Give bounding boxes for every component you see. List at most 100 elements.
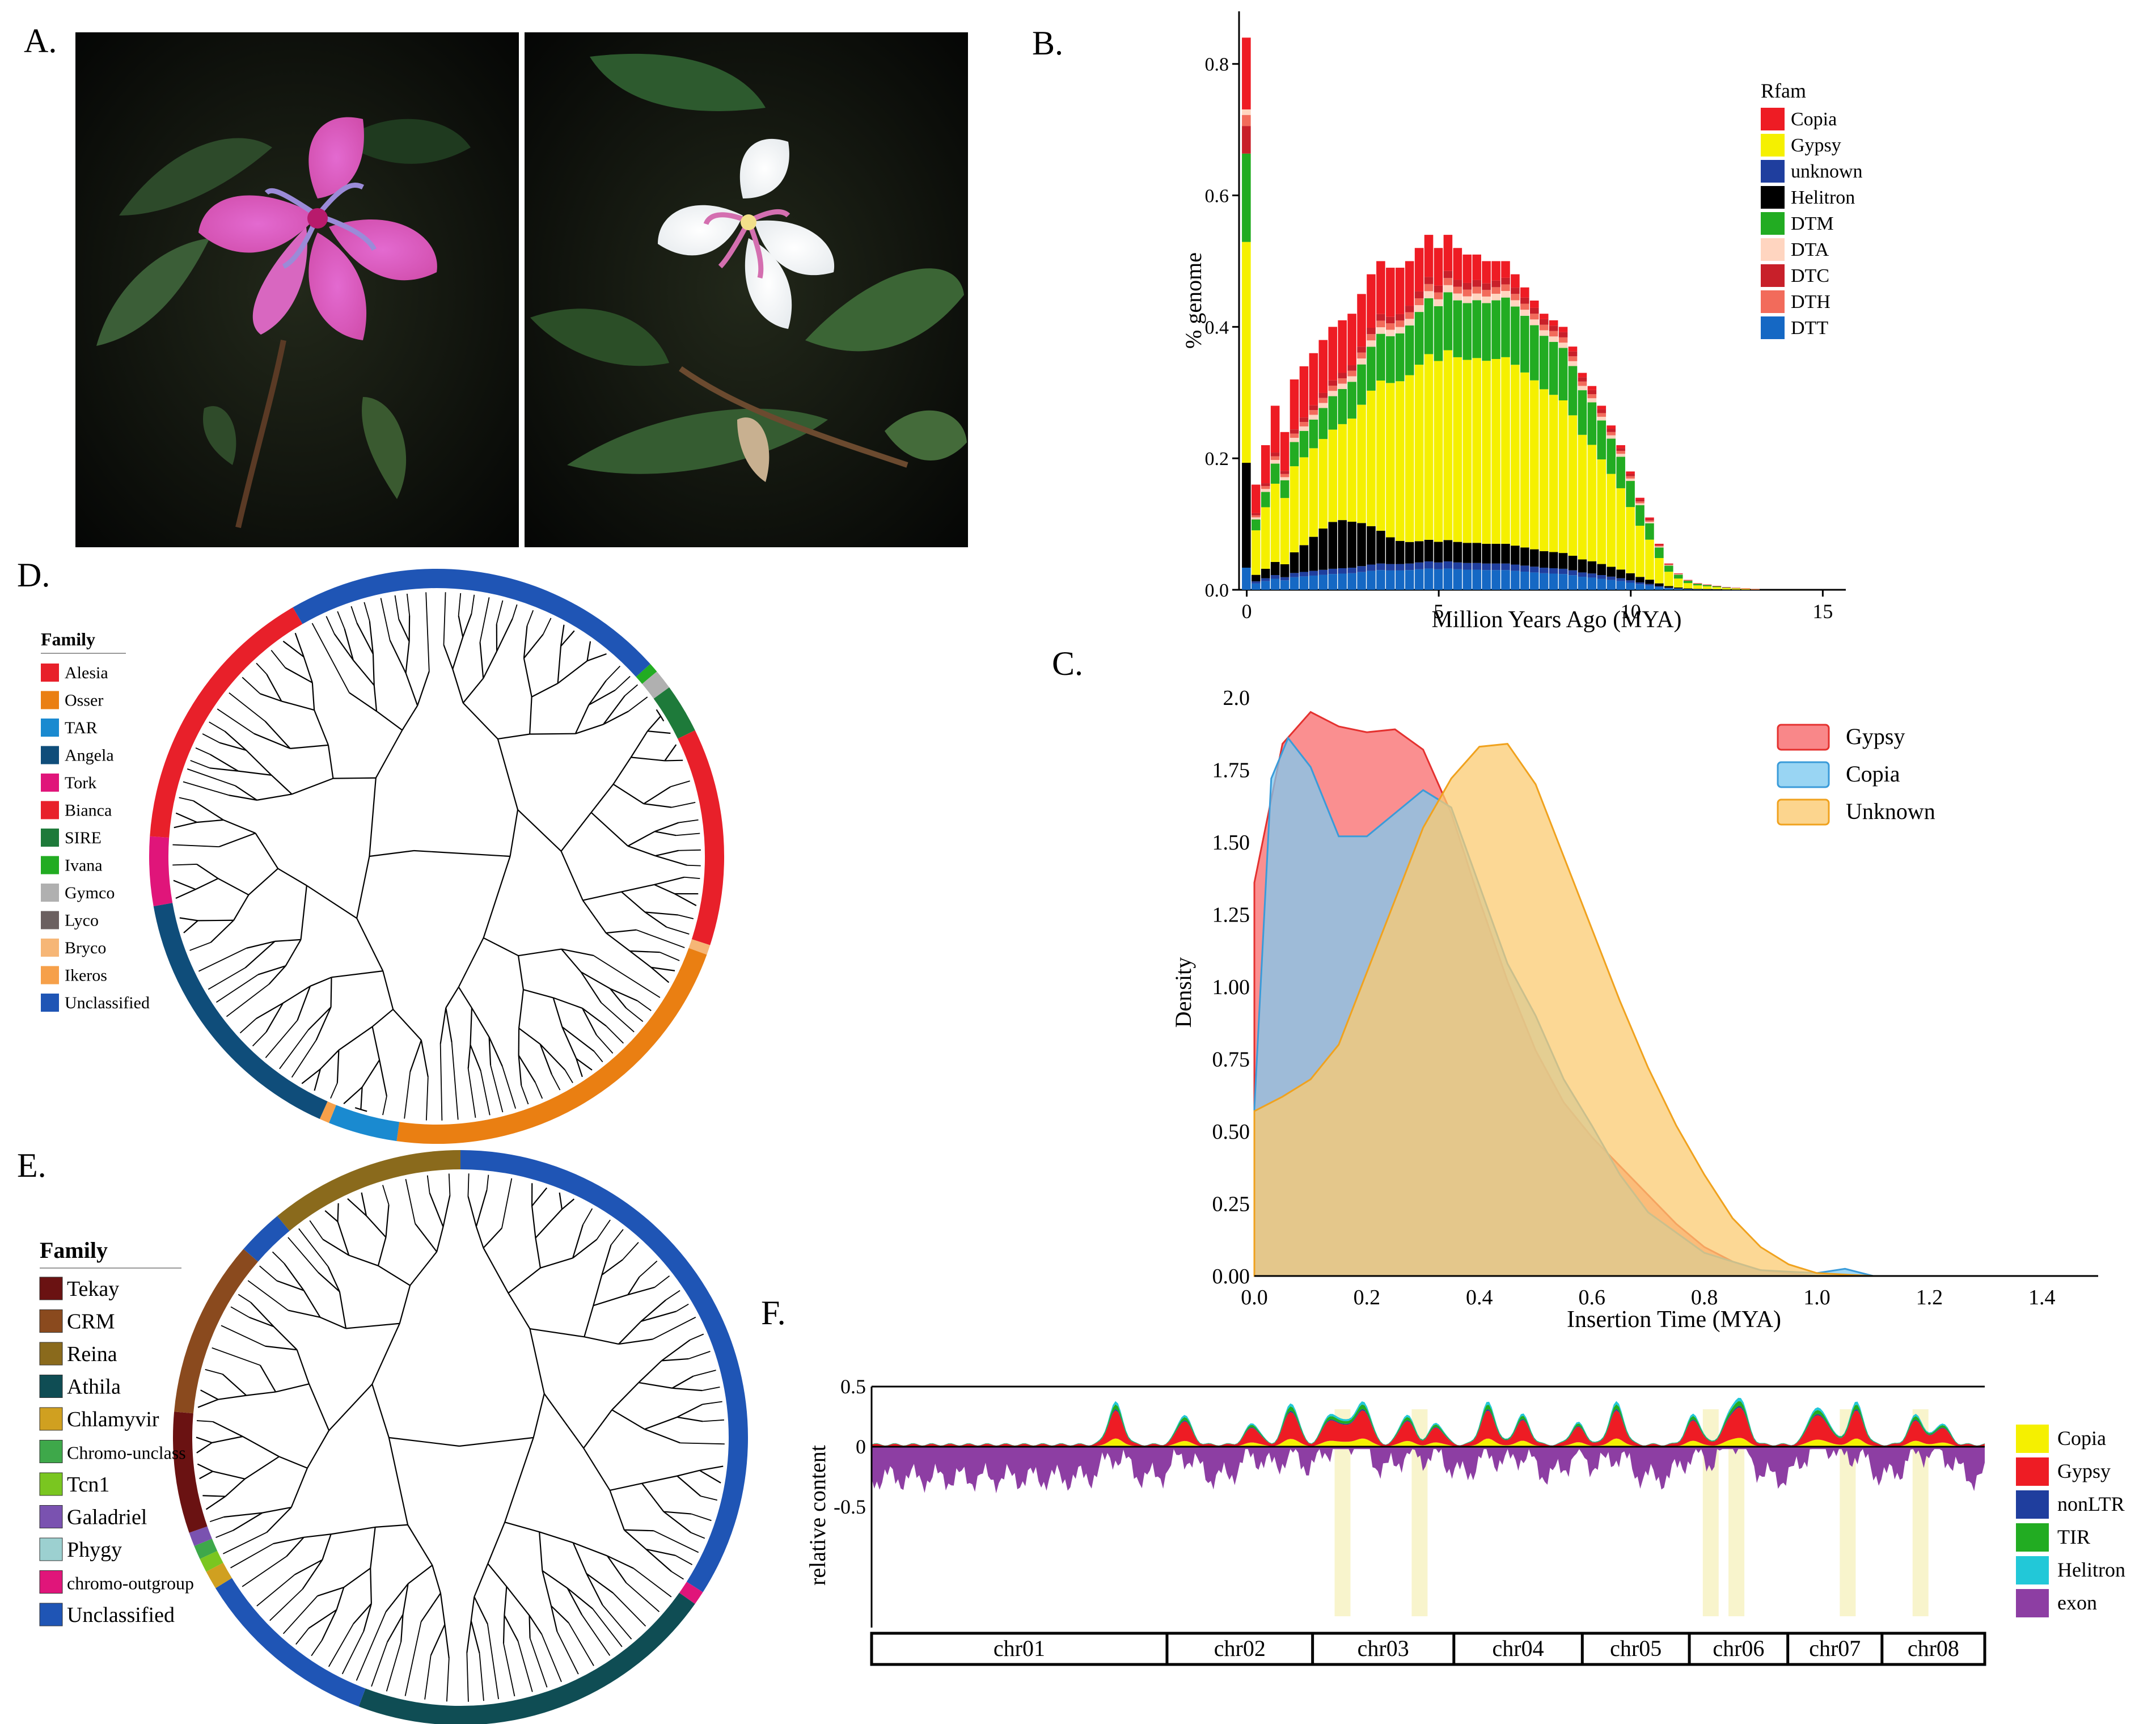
bar-segment [1597, 420, 1607, 460]
density-area [1253, 743, 1874, 1277]
bar-segment [1539, 551, 1549, 568]
bar-segment [1693, 584, 1702, 586]
bar-segment [1587, 577, 1597, 590]
chromosome-label: chr08 [1908, 1636, 1959, 1661]
bar-segment [1357, 364, 1366, 405]
legend-swatch [1777, 798, 1830, 826]
bar-segment [1702, 589, 1712, 590]
bar-segment [1549, 326, 1558, 331]
bar-segment [1501, 277, 1510, 285]
bar-segment [1511, 294, 1520, 301]
bar-segment [1635, 499, 1645, 502]
bar-segment [1529, 380, 1539, 550]
bar-segment [1568, 575, 1578, 590]
bar-segment [1549, 336, 1558, 342]
legend-swatch [1777, 761, 1830, 788]
chart-c-legend-label: Copia [1846, 761, 1900, 787]
bar-segment [1472, 300, 1481, 358]
bar-segment [1405, 261, 1414, 306]
bar-segment [1491, 261, 1500, 281]
chart-f-legend-label: nonLTR [2057, 1493, 2125, 1515]
family-ring-segment [688, 939, 711, 955]
bar-segment [1318, 408, 1328, 440]
chart-c-xtick: 1.2 [1916, 1286, 1943, 1309]
bar-segment [1434, 299, 1443, 306]
legend-swatch [39, 1570, 63, 1594]
family-ring-segment [679, 1582, 703, 1604]
bar-segment [1578, 577, 1587, 590]
bar-segment [1328, 568, 1338, 574]
chart-c-ytick: 0.75 [1212, 1048, 1250, 1072]
bar-segment [1578, 381, 1587, 386]
family-ring-segment [153, 903, 328, 1119]
chart-b-legend-label: DTM [1791, 213, 1834, 234]
bar-segment [1491, 280, 1500, 288]
family-ring-segment [436, 569, 650, 677]
bar-segment [1712, 586, 1722, 588]
bar-segment [1616, 448, 1625, 451]
bar-segment [1252, 530, 1261, 575]
bar-segment [1443, 561, 1453, 569]
bar-segment [1405, 542, 1414, 564]
bar-segment [1626, 573, 1635, 581]
legend-swatch [2016, 1589, 2049, 1617]
chart-f-ytick: 0 [856, 1435, 866, 1458]
legend-swatch [39, 1375, 63, 1398]
bar-segment [1424, 354, 1434, 540]
bar-segment [1673, 573, 1683, 574]
bar-segment [1482, 570, 1491, 590]
legend-swatch [39, 1407, 63, 1431]
bar-segment [1539, 568, 1549, 573]
bar-segment [1673, 587, 1683, 589]
bar-segment [1462, 569, 1472, 590]
bar-segment [1443, 235, 1453, 271]
bar-segment [1376, 333, 1385, 381]
bar-segment [1683, 580, 1693, 581]
tree-e-legend-label: Galadriel [67, 1506, 147, 1529]
tree-e-legend-label: Chlamyvir [67, 1408, 159, 1431]
bar-segment [1607, 580, 1616, 590]
bar-segment [1357, 404, 1366, 523]
bar-segment [1462, 360, 1472, 543]
family-ring-segment [678, 730, 724, 945]
family-ring-segment [396, 948, 707, 1144]
bar-segment [1328, 522, 1338, 569]
bar-segment [1482, 296, 1491, 303]
tree-d-legend-label: Ivana [65, 856, 103, 875]
bar-segment [1376, 570, 1385, 590]
bar-segment [1558, 348, 1568, 401]
bar-segment [1434, 542, 1443, 563]
bar-segment [1501, 291, 1510, 298]
tree-d-legend-label: Angela [65, 746, 114, 765]
chart-c-xlabel: Insertion Time (MYA) [1567, 1307, 1781, 1333]
bar-segment [1549, 552, 1558, 568]
bar-segment [1338, 383, 1347, 390]
tree-e-legend-label: Chromo-unclass [67, 1443, 186, 1463]
bar-segment [1693, 589, 1702, 590]
bar-segment [1501, 284, 1510, 291]
chromosome-label: chr02 [1214, 1636, 1266, 1661]
bar-segment [1395, 268, 1405, 314]
bar-segment [1712, 587, 1722, 590]
bar-segment [1434, 361, 1443, 542]
bar-segment [1501, 297, 1510, 357]
bar-segment [1558, 327, 1568, 332]
bar-segment [1405, 563, 1414, 571]
bar-segment [1578, 572, 1587, 577]
bar-segment [1702, 585, 1712, 586]
chart-c-xtick: 0.2 [1354, 1286, 1381, 1309]
bar-segment [1367, 390, 1376, 526]
chart-c-ytick: 1.00 [1212, 975, 1250, 999]
legend-swatch [39, 1309, 63, 1333]
bar-segment [1529, 325, 1539, 381]
chart-b-legend-label: DTC [1791, 265, 1829, 286]
chromosome-label: chr07 [1809, 1636, 1861, 1661]
bar-segment [1635, 577, 1645, 583]
bar-segment [1395, 540, 1405, 564]
bar-segment [1290, 429, 1299, 434]
bar-segment [1347, 370, 1356, 377]
bar-segment [1635, 582, 1645, 585]
tree-d-legend-label: Unclassified [65, 994, 150, 1012]
bar-segment [1414, 291, 1424, 298]
bar-segment [1328, 391, 1338, 396]
